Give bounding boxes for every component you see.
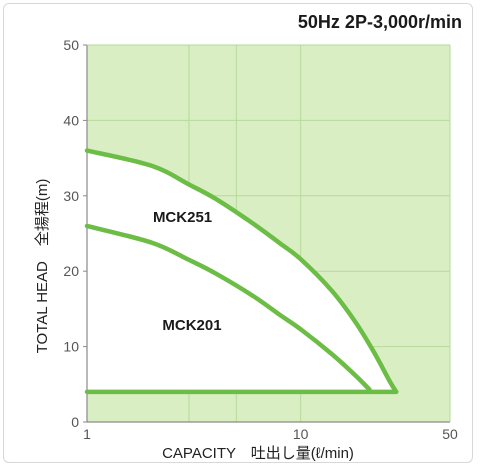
axes <box>86 44 451 423</box>
y-tick-label: 40 <box>63 112 79 128</box>
x-tick-label: 10 <box>293 426 309 442</box>
x-tick-label: 50 <box>442 426 458 442</box>
series-line-mck251 <box>84 148 399 395</box>
tick-labels: 0 10 20 30 40 50 1 10 50 <box>63 37 458 442</box>
y-axis-label: TOTAL HEAD 全揚程(m) <box>33 179 51 354</box>
y-tick-label: 0 <box>71 414 79 430</box>
series-label-mck251: MCK251 <box>153 209 212 226</box>
chart-title: 50Hz 2P-3,000r/min <box>298 12 462 32</box>
y-tick-label: 50 <box>63 37 79 53</box>
series-curves <box>84 148 399 395</box>
x-tick-label: 1 <box>83 426 91 442</box>
series-labels: MCK251 MCK201 <box>153 209 222 334</box>
series-label-mck201: MCK201 <box>162 317 221 334</box>
series-line-mck201 <box>84 223 372 392</box>
y-tick-label: 20 <box>63 263 79 279</box>
operating-region <box>87 150 397 392</box>
y-tick-label: 10 <box>63 339 79 355</box>
y-tick-label: 30 <box>63 188 79 204</box>
chart-frame <box>3 3 473 463</box>
x-axis-label: CAPACITY 吐出し量(ℓ/min) <box>162 445 354 462</box>
